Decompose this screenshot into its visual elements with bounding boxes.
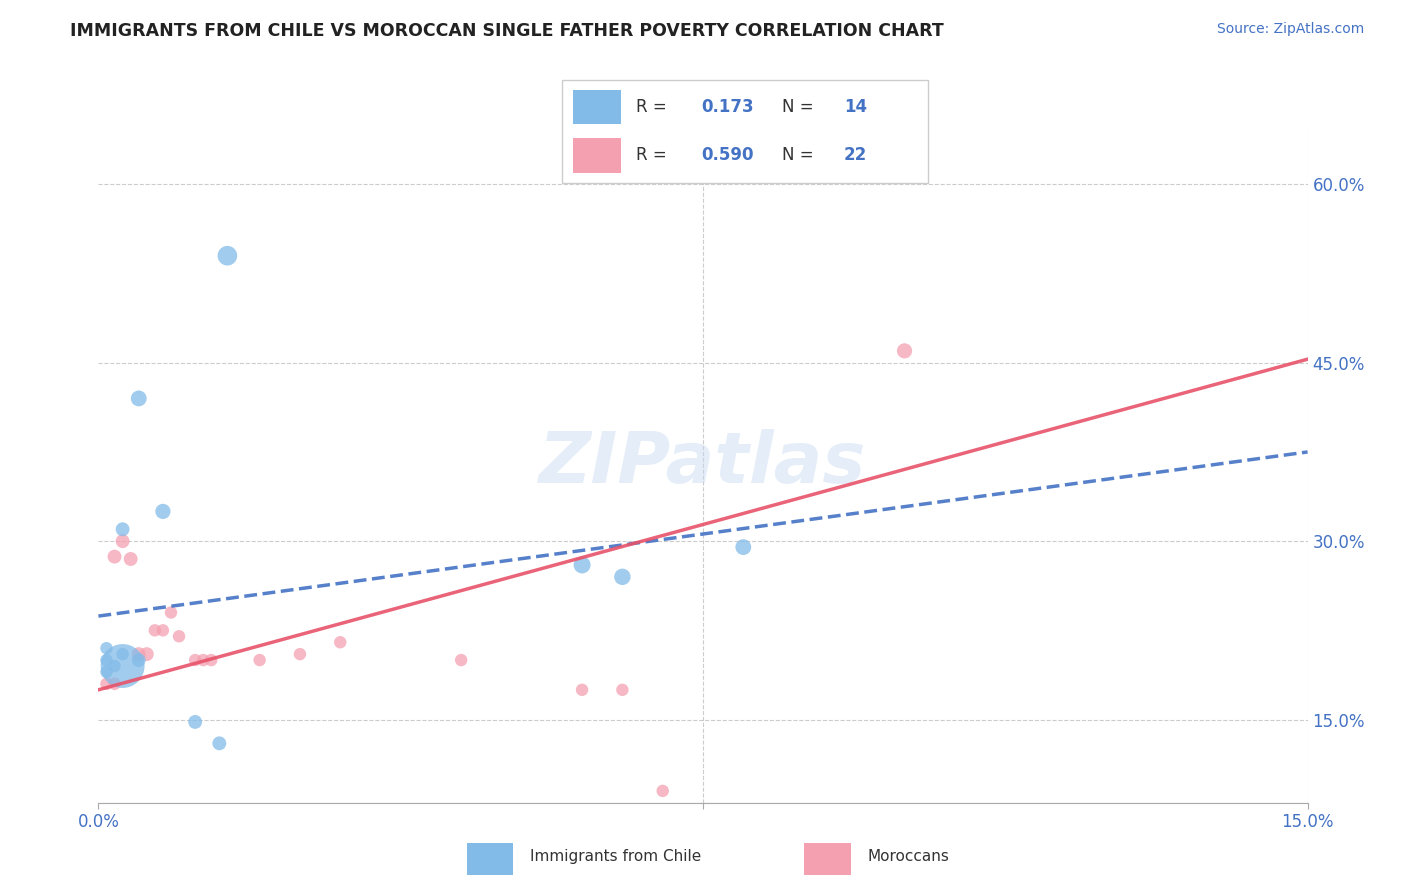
Point xyxy=(111,647,134,661)
Point xyxy=(152,504,174,518)
Point xyxy=(571,558,593,572)
Text: IMMIGRANTS FROM CHILE VS MOROCCAN SINGLE FATHER POVERTY CORRELATION CHART: IMMIGRANTS FROM CHILE VS MOROCCAN SINGLE… xyxy=(70,22,943,40)
Point xyxy=(571,682,593,697)
Point xyxy=(893,343,915,358)
Point xyxy=(128,392,150,406)
Point xyxy=(329,635,352,649)
Text: R =: R = xyxy=(636,146,672,164)
Text: N =: N = xyxy=(782,98,818,116)
Point xyxy=(217,249,239,263)
Point xyxy=(128,647,150,661)
Text: N =: N = xyxy=(782,146,818,164)
Point xyxy=(143,624,166,638)
Point xyxy=(111,522,134,536)
Point xyxy=(120,552,142,566)
Point xyxy=(200,653,222,667)
Point xyxy=(208,736,231,750)
Text: 14: 14 xyxy=(844,98,868,116)
Point xyxy=(160,606,183,620)
Point xyxy=(103,677,125,691)
Point xyxy=(612,682,634,697)
Point xyxy=(249,653,271,667)
Point xyxy=(111,534,134,549)
Bar xyxy=(467,843,513,875)
Point xyxy=(152,624,174,638)
Point xyxy=(103,659,125,673)
Point xyxy=(167,629,190,643)
Point xyxy=(103,549,125,564)
Bar xyxy=(804,843,851,875)
Bar xyxy=(574,137,621,173)
Point xyxy=(288,647,311,661)
Text: ZIPatlas: ZIPatlas xyxy=(540,429,866,499)
Point xyxy=(184,714,207,729)
Point xyxy=(111,659,134,673)
Point xyxy=(128,653,150,667)
Point xyxy=(651,784,673,798)
Point xyxy=(96,665,118,679)
Bar xyxy=(574,89,621,124)
Text: 0.590: 0.590 xyxy=(702,146,754,164)
Text: Immigrants from Chile: Immigrants from Chile xyxy=(530,849,702,863)
Point xyxy=(733,540,755,554)
Text: 22: 22 xyxy=(844,146,868,164)
Point xyxy=(135,647,157,661)
Point xyxy=(184,653,207,667)
Text: Moroccans: Moroccans xyxy=(868,849,949,863)
Point xyxy=(96,653,118,667)
Text: Source: ZipAtlas.com: Source: ZipAtlas.com xyxy=(1216,22,1364,37)
Point xyxy=(96,641,118,656)
Point xyxy=(450,653,472,667)
Point xyxy=(193,653,215,667)
Point xyxy=(96,677,118,691)
Text: 0.173: 0.173 xyxy=(702,98,754,116)
Point xyxy=(612,570,634,584)
Text: R =: R = xyxy=(636,98,672,116)
